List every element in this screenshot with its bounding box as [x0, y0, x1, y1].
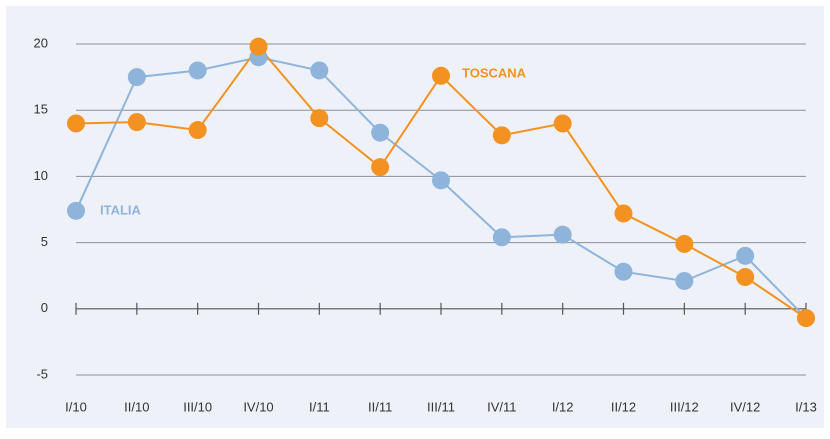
data-point: [67, 201, 85, 220]
x-tick-label: II/11: [368, 399, 392, 414]
x-tick-label: IV/12: [730, 399, 760, 414]
x-tick-label: I/13: [795, 399, 817, 414]
data-point: [127, 113, 146, 132]
x-tick-label: I/10: [65, 399, 87, 414]
y-tick-label: 10: [34, 168, 48, 183]
data-point: [310, 61, 329, 80]
data-point: [553, 114, 572, 133]
x-tick-label: II/10: [124, 399, 149, 414]
data-point: [675, 271, 694, 290]
data-point: [310, 109, 329, 128]
y-tick-label: 20: [34, 35, 48, 50]
series-label: ITALIA: [100, 202, 142, 217]
x-tick-label: III/12: [670, 399, 699, 414]
data-point: [675, 234, 694, 253]
y-tick-label: -5: [36, 366, 48, 381]
y-tick-label: 5: [41, 234, 48, 249]
data-point: [736, 246, 755, 265]
data-point: [67, 114, 85, 133]
data-point: [249, 37, 268, 56]
data-point: [736, 268, 755, 287]
data-point: [371, 123, 390, 142]
x-tick-label: IV/11: [487, 399, 516, 414]
series-label: TOSCANA: [462, 65, 527, 80]
data-point: [797, 309, 815, 328]
data-point: [432, 66, 450, 85]
data-point: [432, 171, 450, 190]
data-point: [188, 121, 207, 140]
x-tick-label: III/11: [427, 399, 455, 414]
data-point: [492, 126, 511, 145]
data-point: [614, 204, 633, 223]
x-tick-label: III/10: [183, 399, 212, 414]
y-tick-label: 0: [41, 300, 48, 315]
x-tick-label: I/12: [552, 399, 574, 414]
y-tick-label: 15: [34, 102, 48, 117]
data-point: [371, 158, 390, 177]
data-point: [127, 68, 146, 87]
data-point: [492, 228, 511, 247]
data-point: [553, 225, 572, 244]
x-tick-label: I/11: [309, 399, 330, 414]
x-tick-label: IV/10: [243, 399, 273, 414]
x-tick-label: II/12: [611, 399, 636, 414]
data-point: [614, 262, 633, 281]
data-point: [188, 61, 207, 80]
